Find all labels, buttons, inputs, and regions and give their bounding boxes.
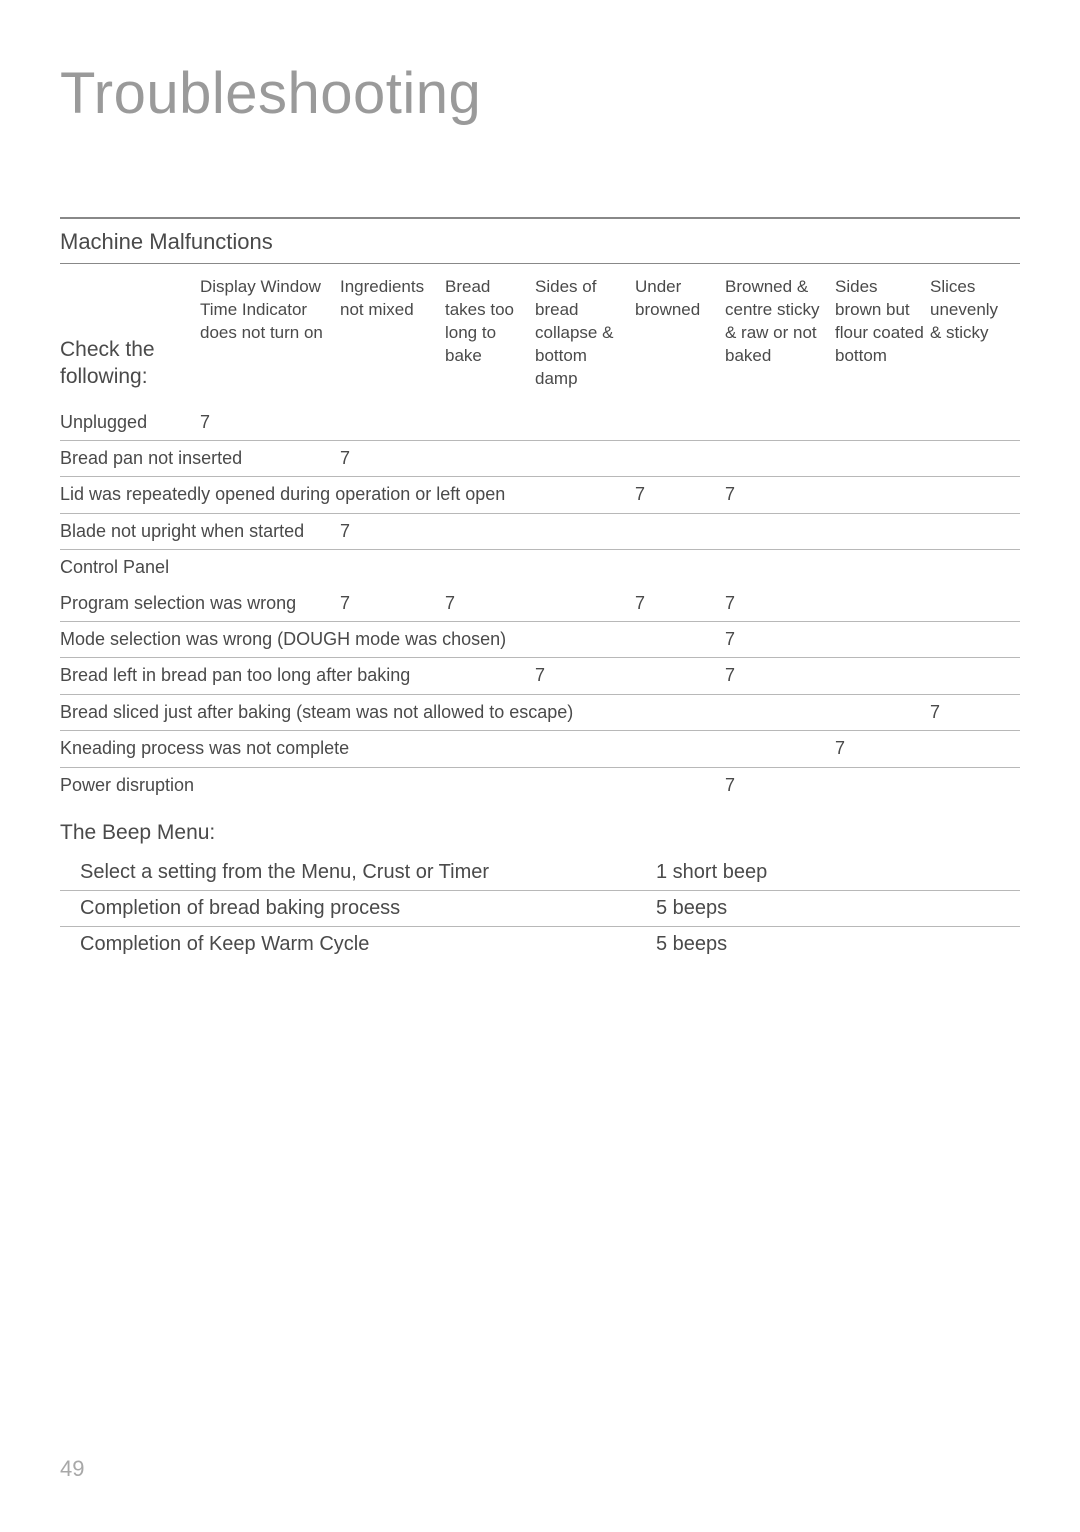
mark-cell	[930, 513, 1020, 549]
mark-cell	[340, 405, 445, 441]
malfunctions-table: Check the following: Display Window Time…	[60, 264, 1020, 803]
mark-cell: 7	[635, 477, 725, 513]
mark-cell	[930, 441, 1020, 477]
beep-row: Completion of bread baking process5 beep…	[60, 890, 1020, 926]
beep-table: Select a setting from the Menu, Crust or…	[60, 855, 1020, 962]
row-header-label: Check the following:	[60, 264, 200, 405]
mark-cell	[835, 586, 930, 622]
mark-cell	[835, 477, 930, 513]
mark-cell	[930, 658, 1020, 694]
beep-signal: 5 beeps	[636, 926, 1020, 962]
col-header: Display Window Time Indicator does not t…	[200, 264, 340, 405]
table-row: Unplugged7	[60, 405, 1020, 441]
mark-cell	[635, 441, 725, 477]
subsection-title: Control Panel	[60, 550, 1020, 586]
mark-cell: 7	[930, 694, 1020, 730]
col-header: Slices unevenly & sticky	[930, 264, 1020, 405]
col-header: Under browned	[635, 264, 725, 405]
section-title-malfunctions: Machine Malfunctions	[60, 219, 1020, 263]
mark-cell	[445, 513, 535, 549]
mark-cell	[445, 441, 535, 477]
mark-cell: 7	[340, 441, 445, 477]
mark-cell	[930, 767, 1020, 803]
mark-cell	[930, 405, 1020, 441]
mark-cell	[835, 658, 930, 694]
row-label: Power disruption	[60, 767, 725, 803]
mark-cell	[535, 405, 635, 441]
col-header: Ingredients not mixed	[340, 264, 445, 405]
beep-event: Select a setting from the Menu, Crust or…	[60, 855, 636, 891]
page-number: 49	[60, 1456, 84, 1482]
table-row: Program selection was wrong7777	[60, 586, 1020, 622]
mark-cell: 7	[835, 731, 930, 767]
row-label: Program selection was wrong	[60, 586, 340, 622]
mark-cell	[930, 731, 1020, 767]
mark-cell	[835, 622, 930, 658]
mark-cell: 7	[725, 477, 835, 513]
col-header: Bread takes too long to bake	[445, 264, 535, 405]
table-body: Unplugged7Bread pan not inserted7Lid was…	[60, 405, 1020, 803]
table-header: Check the following: Display Window Time…	[60, 264, 1020, 405]
mark-cell	[835, 767, 930, 803]
mark-cell: 7	[200, 405, 340, 441]
mark-cell	[835, 441, 930, 477]
table-row: Bread left in bread pan too long after b…	[60, 658, 1020, 694]
beep-menu-title: The Beep Menu:	[60, 803, 1020, 855]
mark-cell	[725, 441, 835, 477]
col-header: Sides brown but flour coated bottom	[835, 264, 930, 405]
table-row: Mode selection was wrong (DOUGH mode was…	[60, 622, 1020, 658]
beep-event: Completion of bread baking process	[60, 890, 636, 926]
mark-cell	[445, 405, 535, 441]
beep-row: Completion of Keep Warm Cycle5 beeps	[60, 926, 1020, 962]
col-header: Browned & centre sticky & raw or not bak…	[725, 264, 835, 405]
row-label: Unplugged	[60, 405, 200, 441]
mark-cell	[535, 513, 635, 549]
mark-cell: 7	[340, 513, 445, 549]
beep-row: Select a setting from the Menu, Crust or…	[60, 855, 1020, 891]
mark-cell	[725, 513, 835, 549]
mark-cell	[635, 405, 725, 441]
beep-signal: 5 beeps	[636, 890, 1020, 926]
row-label: Blade not upright when started	[60, 513, 340, 549]
row-label: Bread sliced just after baking (steam wa…	[60, 694, 930, 730]
table-row: Lid was repeatedly opened during operati…	[60, 477, 1020, 513]
mark-cell	[835, 513, 930, 549]
mark-cell: 7	[725, 622, 835, 658]
beep-event: Completion of Keep Warm Cycle	[60, 926, 636, 962]
table-row: Kneading process was not complete7	[60, 731, 1020, 767]
mark-cell	[635, 658, 725, 694]
col-header: Sides of bread collapse & bottom damp	[535, 264, 635, 405]
table-row: Blade not upright when started7	[60, 513, 1020, 549]
subsection-title-row: Control Panel	[60, 550, 1020, 586]
row-label: Lid was repeatedly opened during operati…	[60, 477, 635, 513]
row-label: Bread left in bread pan too long after b…	[60, 658, 535, 694]
mark-cell: 7	[725, 658, 835, 694]
row-label: Bread pan not inserted	[60, 441, 340, 477]
mark-cell: 7	[725, 586, 835, 622]
table-row: Power disruption7	[60, 767, 1020, 803]
mark-cell: 7	[635, 586, 725, 622]
mark-cell	[930, 477, 1020, 513]
mark-cell	[535, 586, 635, 622]
row-label: Kneading process was not complete	[60, 731, 835, 767]
table-row: Bread sliced just after baking (steam wa…	[60, 694, 1020, 730]
mark-cell	[725, 405, 835, 441]
mark-cell	[930, 622, 1020, 658]
mark-cell	[535, 441, 635, 477]
mark-cell: 7	[535, 658, 635, 694]
page-root: Troubleshooting Machine Malfunctions Che…	[0, 0, 1080, 1532]
mark-cell: 7	[725, 767, 835, 803]
mark-cell: 7	[445, 586, 535, 622]
mark-cell	[835, 405, 930, 441]
mark-cell	[930, 586, 1020, 622]
table-row: Bread pan not inserted7	[60, 441, 1020, 477]
beep-signal: 1 short beep	[636, 855, 1020, 891]
mark-cell	[635, 513, 725, 549]
mark-cell: 7	[340, 586, 445, 622]
page-title: Troubleshooting	[60, 60, 1020, 127]
row-label: Mode selection was wrong (DOUGH mode was…	[60, 622, 725, 658]
